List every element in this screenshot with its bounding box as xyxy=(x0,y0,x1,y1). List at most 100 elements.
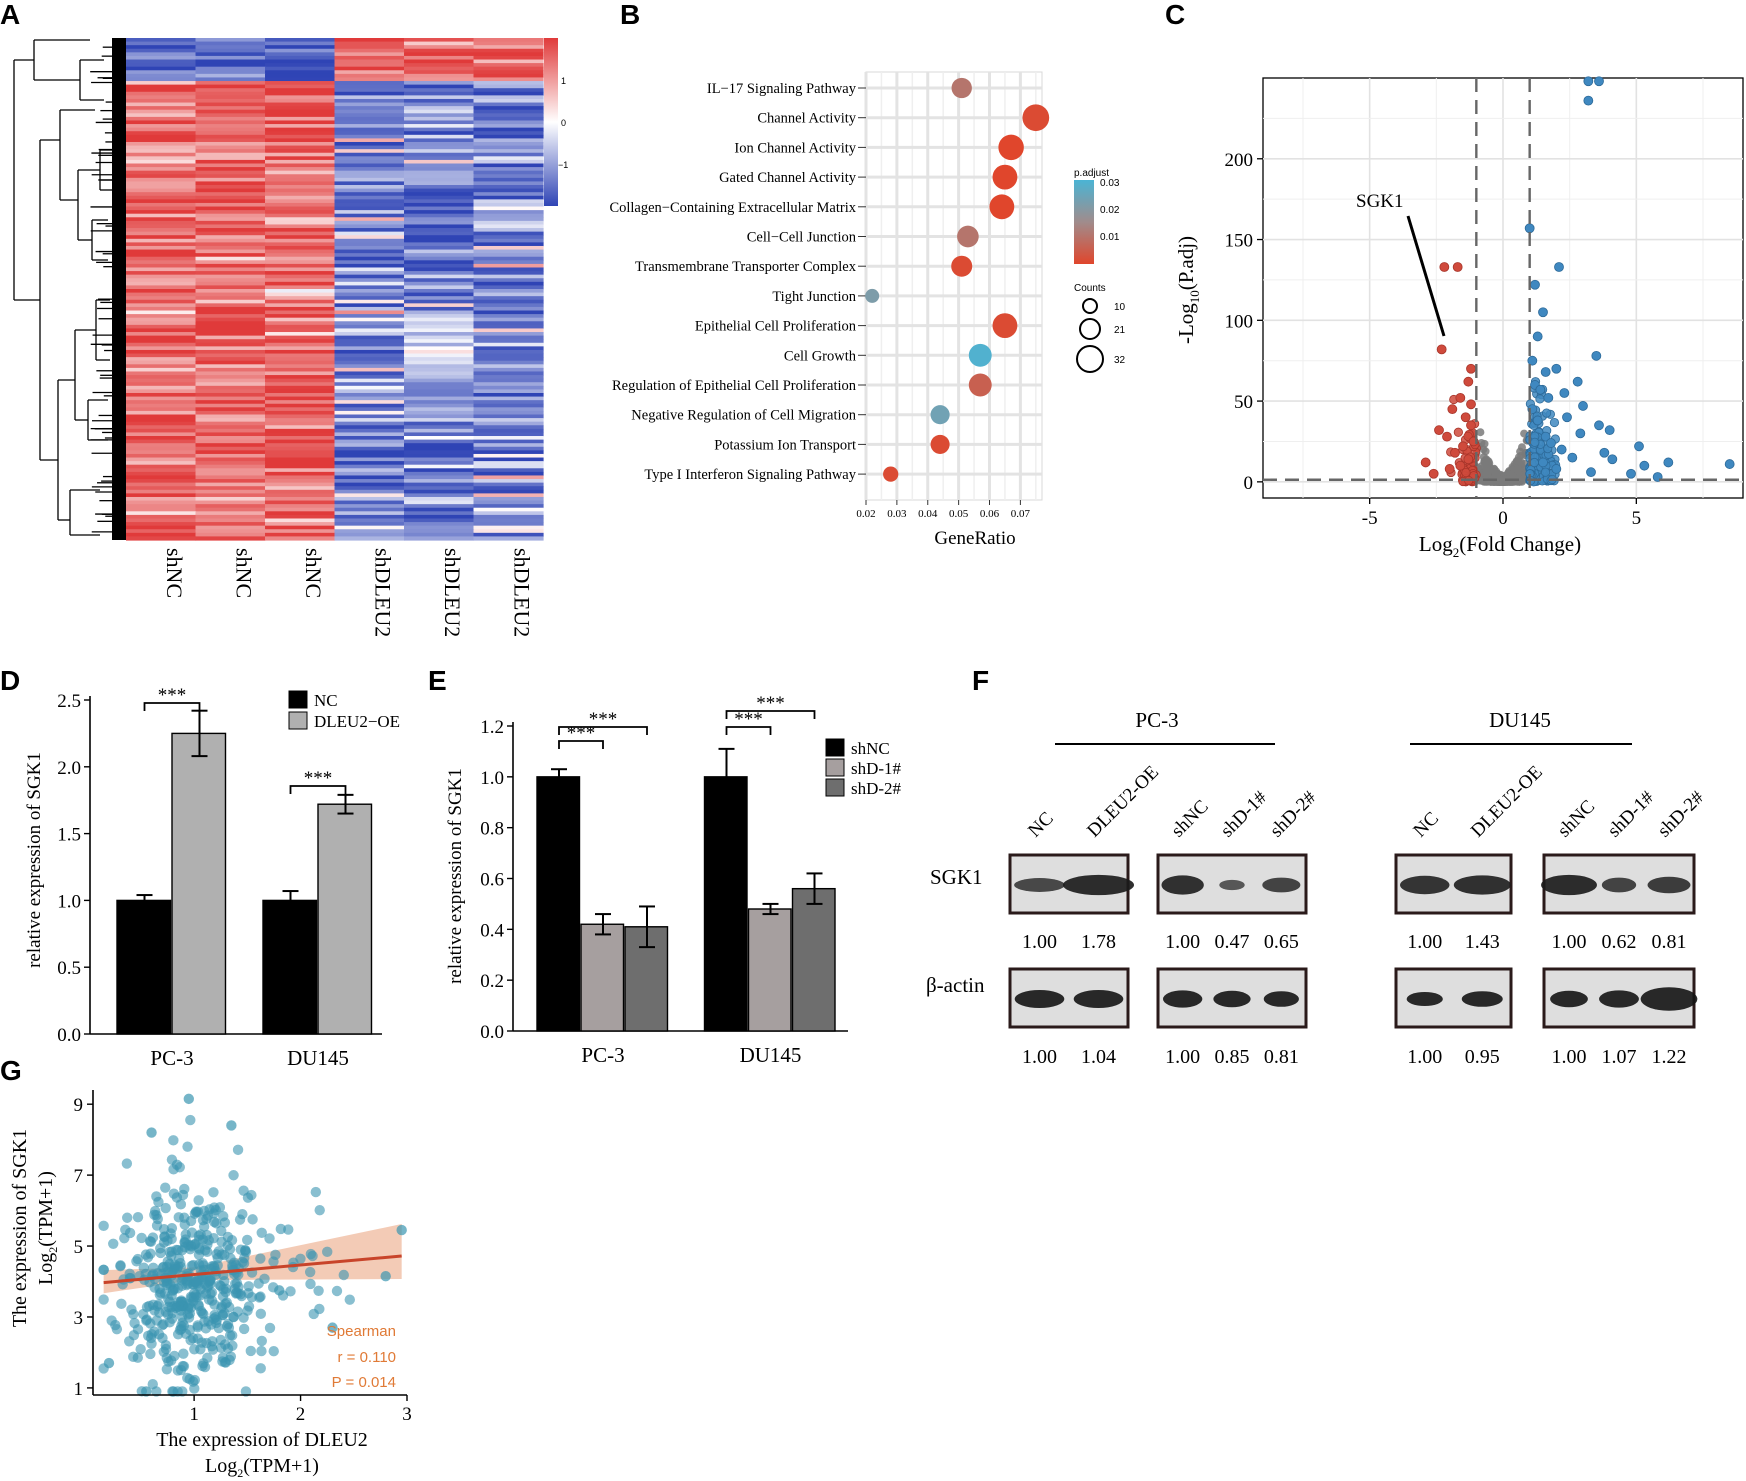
heatmap-cell xyxy=(195,199,266,204)
heatmap-cell xyxy=(126,461,197,466)
volcano-point-up xyxy=(1551,464,1562,474)
heatmap-cell xyxy=(404,249,475,254)
heatmap-cell xyxy=(404,479,475,484)
heatmap-cell xyxy=(334,213,405,218)
scatter-point xyxy=(206,1319,217,1330)
scatter-point xyxy=(145,1248,156,1259)
bar-d-y-label: relative expression of SGK1 xyxy=(24,752,45,968)
scatter-point xyxy=(331,1285,343,1297)
heatmap-cell xyxy=(404,382,475,387)
heatmap-cell xyxy=(334,507,405,512)
heatmap-cell xyxy=(334,335,405,340)
volcano-y-tick-label: 0 xyxy=(1244,473,1254,494)
scatter-point xyxy=(157,1262,169,1273)
heatmap-cell xyxy=(404,88,475,93)
scatter-point xyxy=(160,1340,172,1351)
heatmap-cell xyxy=(404,202,475,208)
heatmap-cell xyxy=(404,145,475,150)
heatmap-cell xyxy=(195,453,266,459)
heatmap-color-legend xyxy=(544,38,558,206)
heatmap-cell xyxy=(473,457,544,462)
heatmap-cell xyxy=(265,489,336,494)
bar-legend-swatch xyxy=(288,690,308,709)
heatmap-cell xyxy=(195,425,266,430)
heatmap-cell xyxy=(126,486,197,491)
heatmap-cell xyxy=(265,407,336,412)
dotplot-term-label: Gated Channel Activity xyxy=(719,170,857,186)
volcano-point-up xyxy=(1541,408,1552,418)
heatmap-cell xyxy=(473,335,544,340)
heatmap-cell xyxy=(334,332,405,337)
heatmap-cell xyxy=(473,392,544,398)
volcano-point-up xyxy=(1554,262,1564,272)
heatmap-cell xyxy=(404,496,475,502)
heatmap-cell xyxy=(126,141,197,147)
heatmap-cell xyxy=(334,421,405,426)
scatter-point xyxy=(119,1233,130,1244)
heatmap-cell xyxy=(126,479,197,484)
heatmap-cell xyxy=(334,367,405,373)
heatmap-cell xyxy=(334,106,405,111)
heatmap-cell xyxy=(265,124,336,129)
heatmap-cell xyxy=(265,256,336,261)
heatmap-cell xyxy=(473,109,544,114)
wb-lane-label: shNC xyxy=(1554,796,1599,841)
heatmap-cell xyxy=(404,188,475,193)
dotplot-term-label: Potassium Ion Transport xyxy=(714,437,856,453)
heatmap-cell xyxy=(126,353,197,358)
heatmap-cell xyxy=(334,306,405,312)
volcano-y-tick-label: 150 xyxy=(1225,231,1254,252)
wb-lane-label: NC xyxy=(1024,808,1058,842)
heatmap-cell xyxy=(195,468,266,473)
volcano-y-label-sub: 10 xyxy=(1187,290,1202,303)
heatmap-cell xyxy=(265,120,336,125)
heatmap-cell xyxy=(404,525,475,530)
significance-bracket xyxy=(725,710,816,719)
heatmap-cell xyxy=(126,48,197,53)
heatmap-cell xyxy=(265,339,336,344)
heatmap-cell xyxy=(473,156,544,161)
heatmap-cell xyxy=(404,317,475,322)
heatmap-cell xyxy=(126,285,197,290)
bar-y-tick-label: 0.2 xyxy=(480,971,504,992)
bar-y-tick-label: 2.5 xyxy=(57,691,81,712)
heatmap-cell xyxy=(473,81,544,86)
heatmap-cell xyxy=(404,436,475,441)
heatmap-cell xyxy=(473,195,544,200)
scatter-point xyxy=(146,1338,157,1349)
dotplot-dot xyxy=(883,466,899,482)
heatmap-cell xyxy=(334,253,405,258)
bar-category-label: PC-3 xyxy=(150,1046,193,1070)
volcano-point-ns xyxy=(1513,474,1522,483)
heatmap-cell xyxy=(334,131,405,136)
heatmap-cell xyxy=(126,375,197,380)
heatmap-cell xyxy=(265,73,336,79)
scatter-point xyxy=(304,1266,316,1278)
significance-stars: *** xyxy=(304,768,333,789)
heatmap-cell xyxy=(126,314,197,319)
heatmap-cell xyxy=(334,403,405,408)
heatmap-cell xyxy=(334,66,405,71)
scatter-x-label-suffix: (TPM+1) xyxy=(243,1455,319,1477)
scatter-point xyxy=(213,1246,225,1257)
heatmap-cell xyxy=(334,199,405,204)
heatmap-cell xyxy=(265,321,336,326)
heatmap-cell xyxy=(473,167,544,172)
heatmap-cell xyxy=(265,224,336,229)
scatter-point xyxy=(235,1244,247,1255)
heatmap-cell xyxy=(334,124,405,129)
heatmap-cell xyxy=(126,274,197,279)
heatmap-cell xyxy=(126,245,197,251)
heatmap-cell xyxy=(195,213,266,218)
heatmap-cell xyxy=(334,192,405,197)
heatmap-cell xyxy=(126,482,197,487)
bar-legend-swatch xyxy=(288,711,308,730)
heatmap-cell xyxy=(404,281,475,287)
volcano-point-down xyxy=(1444,464,1455,474)
heatmap-cell xyxy=(126,367,197,373)
heatmap-cell xyxy=(404,310,475,315)
heatmap-cell xyxy=(473,507,544,512)
heatmap-cell xyxy=(126,267,197,272)
heatmap-cell xyxy=(126,450,197,455)
heatmap-cell xyxy=(334,439,405,444)
